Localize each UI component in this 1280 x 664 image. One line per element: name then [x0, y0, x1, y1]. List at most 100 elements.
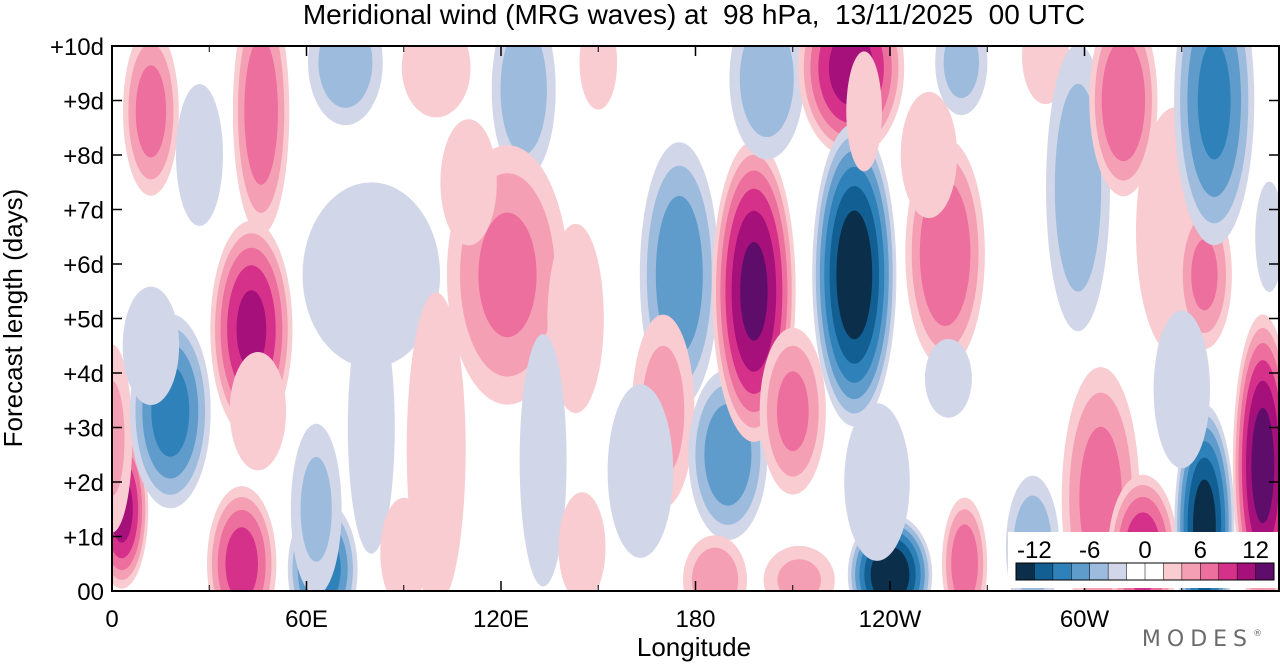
y-tick-label: +8d [63, 143, 104, 170]
wind-anomaly-29 [683, 535, 747, 591]
x-tick-label: 120E [473, 606, 529, 633]
wind-anomaly-32 [759, 327, 826, 495]
x-axis-label: Longitude [637, 632, 751, 662]
contour-fill [924, 339, 972, 418]
x-tick-label: 0 [105, 606, 118, 633]
wind-anomaly-14 [347, 301, 395, 554]
wind-anomaly-6 [207, 486, 277, 591]
wind-anomaly-13 [302, 182, 441, 368]
wind-anomaly-52 [1174, 46, 1255, 246]
contour-fill [401, 46, 471, 118]
contour-fill [347, 301, 395, 554]
y-tick-labels: 00 +1d +2d +3d +4d +5d +6d +7d +8d +9d +10d [50, 34, 104, 606]
colorbar-cell [1016, 563, 1035, 580]
colorbar-cell [1145, 563, 1164, 580]
y-tick-label: +10d [50, 34, 104, 61]
contour-fill [547, 223, 604, 414]
y-tick-label: +1d [63, 525, 104, 552]
x-tick-label: 180 [675, 606, 715, 633]
y-tick-label: +4d [63, 361, 104, 388]
wind-anomaly-56 [1255, 181, 1279, 292]
contour-fill [1153, 310, 1211, 469]
colorbar-cell [1126, 563, 1146, 580]
wind-anomaly-22 [579, 46, 618, 110]
wind-anomaly-9 [123, 46, 179, 196]
contour-fill [739, 46, 794, 138]
contour-fill [836, 210, 873, 340]
colorbar-cell [1181, 563, 1201, 580]
modes-logo: MODES® [1142, 627, 1262, 652]
wind-anomaly-24 [558, 492, 606, 591]
colorbar-cell [1034, 563, 1054, 580]
contour-fill [229, 352, 287, 471]
contour-fill [740, 241, 768, 341]
wind-anomaly-10 [232, 46, 290, 235]
colorbar-label: -6 [1079, 537, 1100, 564]
contour-fill [579, 46, 618, 110]
wind-anomaly-23 [519, 334, 567, 587]
wind-anomaly-38 [846, 51, 882, 172]
x-tick-label: 60E [285, 606, 328, 633]
wind-anomaly-16 [380, 497, 428, 591]
wind-anomaly-31 [729, 46, 805, 160]
colorbar-cell [1218, 563, 1238, 580]
contour-fill [302, 182, 441, 368]
y-tick-label: +3d [63, 416, 104, 443]
contour-fill [519, 334, 567, 587]
colorbar-cell [1255, 563, 1275, 580]
wind-anomaly-15 [406, 292, 466, 591]
wind-anomaly-54 [1153, 310, 1211, 469]
plot-frame [111, 45, 1280, 592]
y-tick-label: 00 [77, 579, 104, 606]
contour-fill [176, 84, 223, 226]
colorbar-label: 12 [1242, 537, 1269, 564]
contour-fill [844, 403, 910, 561]
contour-fill [380, 497, 428, 591]
wind-anomaly-43 [924, 339, 972, 418]
contour-fill [1191, 239, 1218, 311]
contour-fill [691, 547, 739, 591]
wind-anomaly-41 [935, 46, 988, 116]
wind-anomaly-8 [290, 423, 342, 591]
wind-anomaly-17 [401, 46, 471, 118]
contour-fill [112, 380, 125, 496]
contour-fill [607, 384, 674, 558]
contour-fill [776, 371, 809, 452]
logo-text: MODES [1141, 627, 1253, 652]
contour-fill [777, 559, 821, 591]
wind-anomaly-55 [1232, 314, 1279, 591]
colorbar-cell [1200, 563, 1220, 580]
contour-fill [1101, 46, 1146, 162]
contour-fill [943, 46, 979, 99]
wind-anomaly-11 [176, 84, 223, 226]
contour-fill [406, 292, 466, 591]
contour-fill [135, 65, 167, 158]
wind-anomaly-35 [812, 123, 897, 427]
colorbar-label: 6 [1194, 537, 1207, 564]
contour-fill [1197, 46, 1231, 160]
contour-fill [1054, 83, 1102, 292]
colorbar-cell [1163, 563, 1183, 580]
contour-fill [846, 51, 882, 172]
contour-fill [440, 119, 497, 246]
y-tick-label: +6d [63, 252, 104, 279]
colorbar: -12 -6 0 6 12 [1008, 532, 1278, 588]
colorbar-label: 0 [1138, 537, 1151, 564]
contour-fill [318, 46, 373, 108]
wind-anomaly-40 [900, 91, 958, 219]
wind-anomaly-21 [547, 223, 604, 414]
contour-fill [951, 524, 978, 591]
contour-fill [122, 286, 180, 405]
y-tick-label: +7d [63, 198, 104, 225]
wind-anomaly-37 [844, 403, 910, 561]
wind-anomaly-42 [942, 497, 988, 591]
wind-anomaly-49 [1089, 46, 1158, 197]
contour-fill [478, 212, 537, 338]
x-tick-labels: 0 60E 120E 180 120W 60W [105, 606, 1109, 633]
wind-anomaly-34 [763, 545, 835, 591]
wind-anomaly-20 [440, 119, 497, 246]
wind-anomaly-27 [607, 384, 674, 558]
colorbar-cell [1071, 563, 1091, 580]
colorbar-cell [1237, 563, 1256, 580]
